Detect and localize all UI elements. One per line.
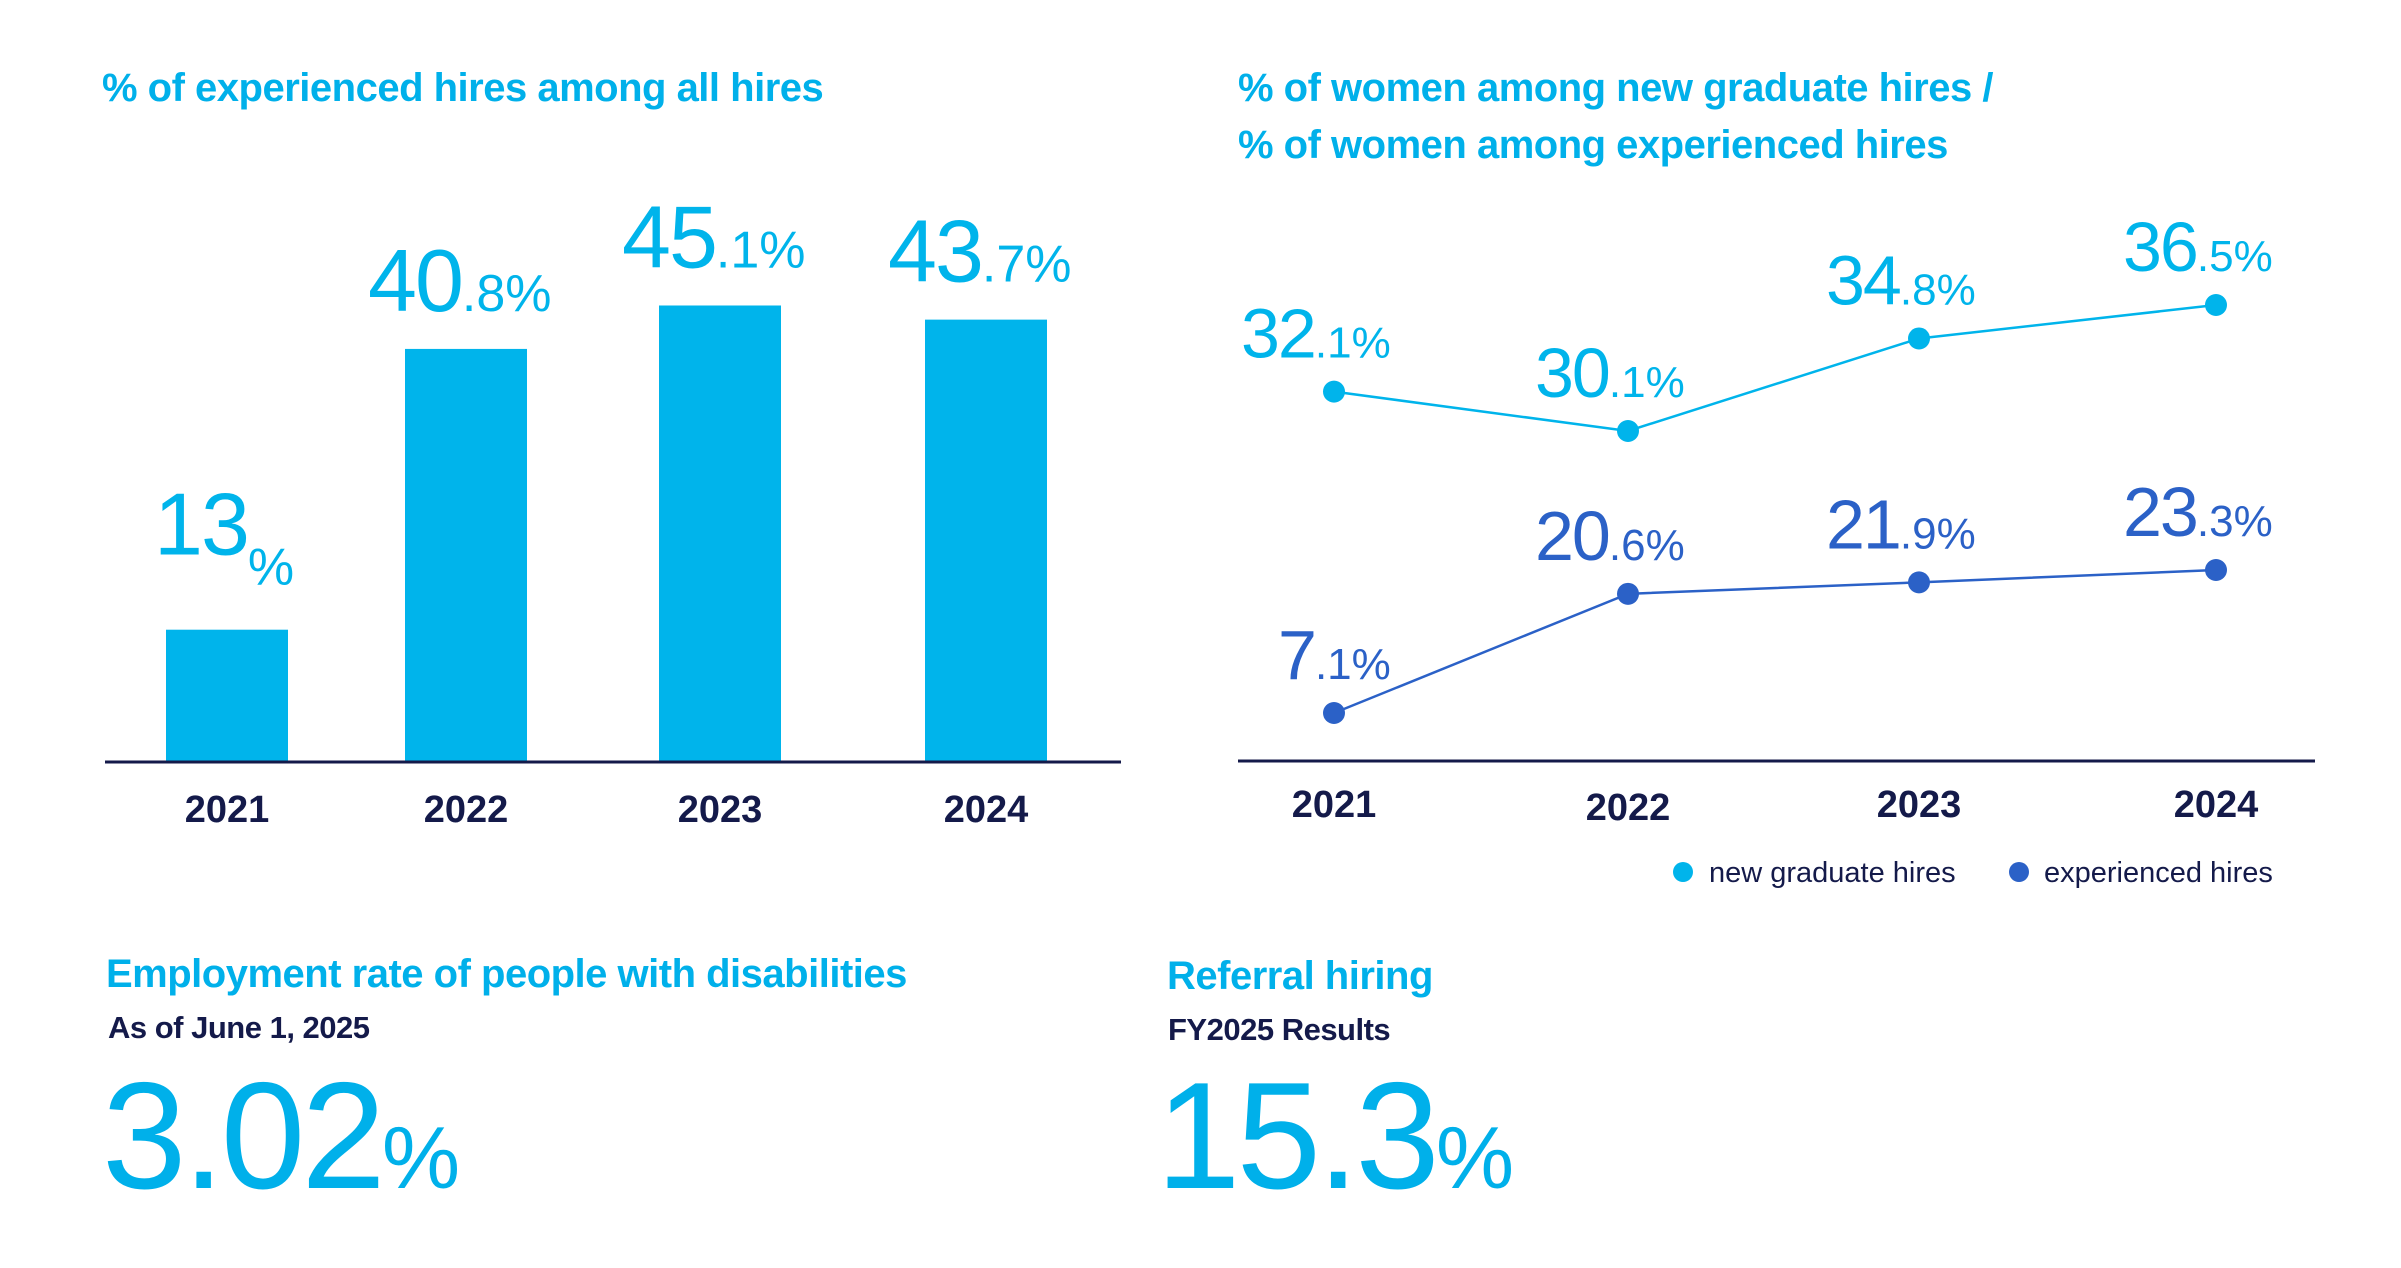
bar-x-tick-2021: 2021: [185, 789, 270, 831]
referral-rate-unit: %: [1435, 1108, 1515, 1207]
line-x-tick-2021: 2021: [1292, 784, 1377, 826]
point-experienced-hires-2021: [1323, 702, 1345, 724]
bar-chart-title: % of experienced hires among all hires: [102, 66, 824, 110]
line-x-tick-2024: 2024: [2174, 784, 2259, 826]
point-label-experienced-hires-2022-minor: .6%: [1609, 521, 1685, 570]
bar-label-2021-major: 13: [154, 475, 248, 574]
line-x-tick-2023: 2023: [1877, 784, 1962, 826]
bar-label-2022: 40.8%: [368, 231, 552, 330]
point-label-new-graduate-hires-2023: 34.8%: [1826, 241, 1976, 319]
bar-label-2023-major: 45: [622, 187, 716, 286]
point-label-new-graduate-hires-2022-major: 30: [1535, 334, 1609, 412]
point-new-graduate-hires-2021: [1323, 380, 1345, 403]
bar-label-2021-minor: %: [248, 539, 294, 597]
point-new-graduate-hires-2024: [2205, 294, 2227, 316]
point-label-new-graduate-hires-2023-major: 34: [1826, 241, 1900, 319]
point-label-new-graduate-hires-2024-minor: .5%: [2197, 232, 2273, 281]
disability-rate: 3.02%: [102, 1060, 460, 1212]
point-label-experienced-hires-2022: 20.6%: [1535, 497, 1685, 575]
bar-2024: [925, 319, 1047, 761]
point-label-new-graduate-hires-2021-minor: .1%: [1315, 319, 1391, 368]
bar-label-2022-minor: .8%: [462, 265, 552, 323]
legend-label-new-graduate-hires: new graduate hires: [1709, 857, 1956, 889]
point-label-experienced-hires-2021: 7.1%: [1278, 616, 1391, 694]
point-label-new-graduate-hires-2024: 36.5%: [2123, 208, 2273, 286]
bar-label-2021: 13%: [154, 475, 294, 597]
point-label-experienced-hires-2023-major: 21: [1826, 485, 1900, 563]
line-experienced-hires: [1333, 568, 2217, 715]
legend-marker-new-graduate-hires: [1673, 862, 1693, 882]
referral-title: Referral hiring: [1167, 954, 1433, 998]
disability-subtitle: As of June 1, 2025: [108, 1010, 370, 1045]
point-label-new-graduate-hires-2022-minor: .1%: [1609, 358, 1685, 407]
point-new-graduate-hires-2023: [1908, 327, 1930, 350]
bar-2022: [405, 348, 527, 761]
bar-label-2022-major: 40: [368, 231, 462, 330]
bar-label-2023: 45.1%: [622, 187, 806, 286]
point-experienced-hires-2024: [2205, 559, 2227, 581]
disability-rate-value: 3.02: [102, 1051, 386, 1221]
point-experienced-hires-2022: [1617, 582, 1639, 605]
point-label-new-graduate-hires-2024-major: 36: [2123, 208, 2197, 286]
line-new-graduate-hires: [1333, 303, 2217, 433]
point-label-new-graduate-hires-2022: 30.1%: [1535, 334, 1685, 412]
bar-x-tick-2024: 2024: [944, 789, 1029, 831]
point-label-new-graduate-hires-2021: 32.1%: [1241, 295, 1391, 373]
bar-label-2024-minor: .7%: [982, 236, 1072, 294]
legend-label-experienced-hires: experienced hires: [2044, 857, 2273, 889]
point-label-experienced-hires-2023-minor: .9%: [1900, 509, 1976, 558]
legend-marker-experienced-hires: [2009, 862, 2029, 882]
disability-title: Employment rate of people with disabilit…: [106, 952, 907, 996]
bar-label-2023-minor: .1%: [716, 221, 806, 279]
point-label-experienced-hires-2024: 23.3%: [2123, 473, 2273, 551]
point-label-new-graduate-hires-2021-major: 32: [1241, 295, 1315, 373]
line-x-tick-2022: 2022: [1586, 787, 1671, 829]
bar-x-tick-2022: 2022: [424, 789, 509, 831]
bar-label-2024-major: 43: [888, 202, 982, 301]
line-chart-title-line-2: % of women among experienced hires: [1238, 123, 1948, 167]
bar-2023: [659, 305, 781, 761]
point-label-new-graduate-hires-2023-minor: .8%: [1900, 265, 1976, 314]
disability-rate-unit: %: [381, 1108, 461, 1207]
point-new-graduate-hires-2022: [1617, 420, 1639, 442]
referral-rate: 15.3%: [1156, 1060, 1514, 1212]
point-label-experienced-hires-2022-major: 20: [1535, 497, 1609, 575]
point-label-experienced-hires-2021-minor: .1%: [1315, 640, 1391, 689]
referral-subtitle: FY2025 Results: [1168, 1012, 1391, 1047]
point-label-experienced-hires-2023: 21.9%: [1826, 485, 1976, 563]
bar-label-2024: 43.7%: [888, 202, 1072, 301]
point-label-experienced-hires-2024-minor: .3%: [2197, 497, 2273, 546]
point-label-experienced-hires-2021-major: 7: [1278, 616, 1315, 694]
bar-x-tick-2023: 2023: [678, 789, 763, 831]
point-experienced-hires-2023: [1908, 571, 1930, 594]
bar-2021: [166, 629, 288, 761]
referral-rate-value: 15.3: [1156, 1051, 1440, 1221]
line-chart-title-line-1: % of women among new graduate hires /: [1238, 66, 1993, 110]
point-label-experienced-hires-2024-major: 23: [2123, 473, 2197, 551]
